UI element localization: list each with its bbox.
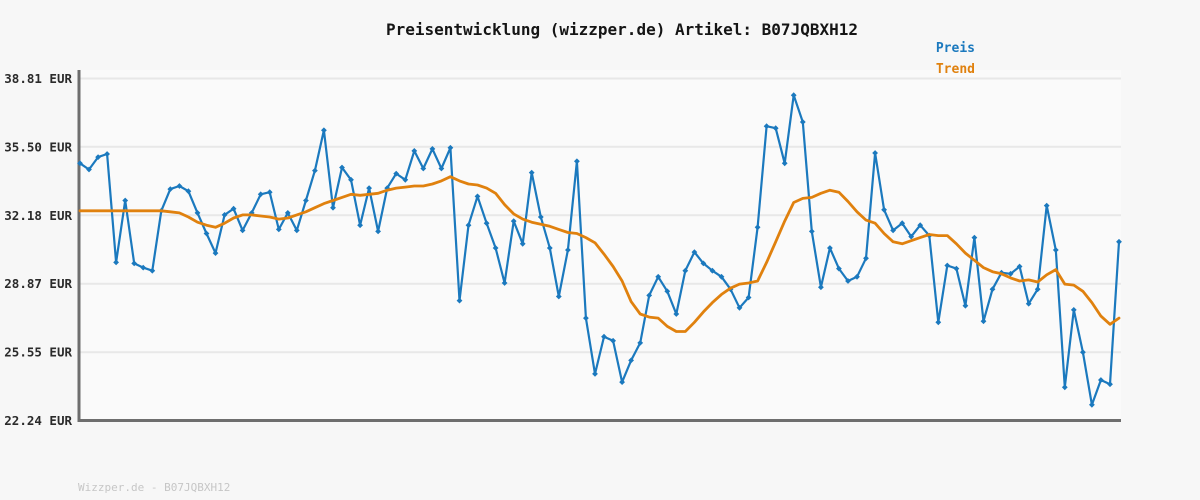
plot-area [78,70,1121,421]
price-line [78,94,1121,406]
watermark-text: Wizzper.de - B07JQBXH12 [78,481,231,494]
chart-title: Preisentwicklung (wizzper.de) Artikel: B… [385,20,858,39]
y-axis-tick-label: 35.50 EUR [4,139,72,154]
y-axis-tick-label: 38.81 EUR [4,71,72,86]
y-axis-tick-label: 25.55 EUR [4,345,72,360]
legend-item-preis: Preis [935,41,975,56]
chart-legend: Preis Trend [936,38,975,80]
y-axis-tick-label: 22.24 EUR [4,413,72,428]
legend-item-trend: Trend [935,62,975,77]
y-axis-tick-label: 28.87 EUR [4,276,72,291]
trend-line [78,175,1121,333]
y-axis-tick-label: 32.18 EUR [4,208,72,223]
